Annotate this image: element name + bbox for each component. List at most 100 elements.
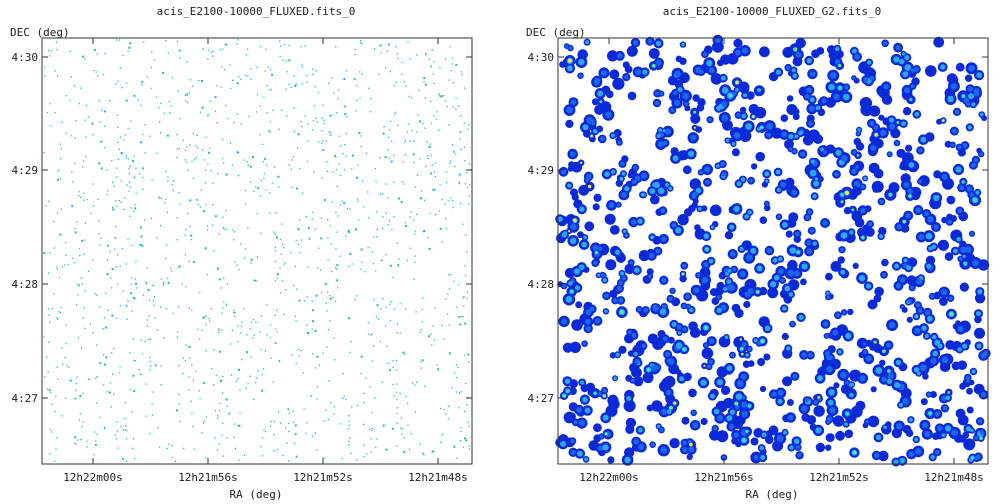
flux-blob <box>568 402 578 412</box>
event-pixel <box>239 425 241 427</box>
event-pixel <box>217 172 219 175</box>
flux-blob-core <box>666 409 672 415</box>
event-pixel <box>128 168 130 170</box>
event-pixel <box>225 210 227 212</box>
flux-blob-core <box>810 159 815 164</box>
flux-peak <box>747 404 752 408</box>
event-pixel <box>203 159 206 161</box>
event-pixel <box>345 235 347 237</box>
event-pixel <box>253 190 255 192</box>
event-pixel <box>78 284 80 286</box>
event-pixel <box>139 226 142 229</box>
event-pixel <box>179 203 181 205</box>
event-pixel <box>200 189 202 191</box>
event-pixel <box>279 55 281 58</box>
event-pixel <box>249 328 251 330</box>
event-pixel <box>376 438 378 440</box>
event-pixel <box>431 450 434 453</box>
event-pixel <box>74 398 76 400</box>
event-pixel <box>330 402 332 404</box>
flux-blob-core <box>926 263 931 269</box>
event-pixel <box>142 294 145 296</box>
flux-blob-core <box>627 330 632 334</box>
event-pixel <box>130 292 133 295</box>
event-pixel <box>246 334 248 336</box>
event-pixel <box>218 233 221 235</box>
flux-blob <box>878 114 885 121</box>
event-pixel <box>176 148 178 150</box>
event-pixel <box>111 352 113 354</box>
flux-blob-core <box>657 141 665 148</box>
event-pixel <box>448 324 451 326</box>
event-pixel <box>364 271 366 273</box>
flux-blob-core <box>744 214 749 219</box>
event-pixel <box>233 423 236 425</box>
event-pixel <box>370 451 372 453</box>
flux-blob-core <box>741 401 748 408</box>
event-pixel <box>191 412 193 414</box>
event-pixel <box>292 410 294 412</box>
event-pixel <box>326 161 328 163</box>
event-pixel <box>214 410 217 412</box>
event-pixel <box>357 164 359 166</box>
event-pixel <box>291 354 293 356</box>
event-pixel <box>448 79 450 81</box>
event-pixel <box>403 437 405 439</box>
event-pixel <box>86 198 88 201</box>
flux-peak <box>588 184 592 189</box>
event-pixel <box>376 228 378 230</box>
event-pixel <box>321 130 323 132</box>
event-pixel <box>300 45 302 48</box>
event-pixel <box>449 45 451 48</box>
flux-blob-core <box>723 268 729 274</box>
flux-blob-core <box>736 113 741 118</box>
event-pixel <box>455 391 458 393</box>
event-pixel <box>396 53 398 55</box>
event-pixel <box>241 358 243 361</box>
event-pixel <box>104 52 106 55</box>
flux-peak <box>752 115 755 118</box>
event-pixel <box>188 389 190 391</box>
flux-blob <box>963 438 976 451</box>
flux-blob-core <box>708 117 713 122</box>
flux-blob <box>981 115 987 122</box>
event-pixel <box>126 318 128 320</box>
event-pixel <box>422 452 424 454</box>
flux-blob-core <box>972 259 979 267</box>
flux-blob-core <box>721 114 729 122</box>
event-pixel <box>389 264 392 267</box>
event-pixel <box>449 162 451 164</box>
event-pixel <box>184 149 187 151</box>
flux-blob-core <box>788 147 793 151</box>
event-pixel <box>332 171 334 173</box>
flux-blob-core <box>664 128 672 135</box>
event-pixel <box>312 68 314 70</box>
event-pixel <box>335 156 337 158</box>
flux-blob <box>944 252 954 261</box>
flux-blob-core <box>623 229 627 233</box>
event-pixel <box>140 104 142 106</box>
event-pixel <box>221 157 223 159</box>
flux-blob-core <box>950 83 958 90</box>
event-pixel <box>348 265 350 267</box>
event-pixel <box>411 382 414 384</box>
flux-blob-core <box>793 270 800 277</box>
event-pixel <box>447 293 449 295</box>
flux-blob <box>721 385 731 395</box>
event-pixel <box>233 315 236 318</box>
event-pixel <box>299 219 301 221</box>
event-pixel <box>397 57 399 60</box>
event-pixel <box>273 166 276 168</box>
flux-blob-core <box>951 143 955 147</box>
event-pixel <box>407 41 409 43</box>
event-pixel <box>357 200 359 202</box>
flux-blob-core <box>716 164 720 168</box>
flux-blob-core <box>812 241 817 246</box>
flux-peak <box>961 94 966 99</box>
event-pixel <box>188 376 190 378</box>
event-pixel <box>71 205 74 208</box>
event-pixel <box>115 266 117 268</box>
event-pixel <box>244 189 247 192</box>
flux-peak <box>947 391 951 394</box>
event-pixel <box>76 283 79 285</box>
